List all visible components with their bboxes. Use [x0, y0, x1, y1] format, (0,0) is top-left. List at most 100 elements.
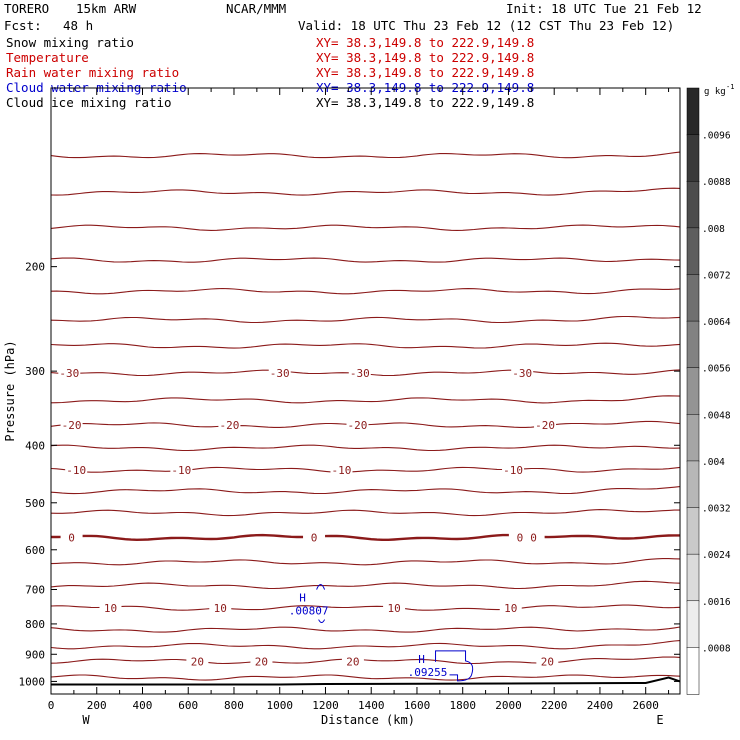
- contour-label: 10: [214, 602, 227, 615]
- cloud-water-max-h: H: [299, 592, 306, 605]
- y-tick-label: 700: [25, 584, 45, 597]
- temperature-contour: [50, 342, 681, 349]
- x-tick-label: 1400: [358, 699, 385, 712]
- colorbar-segment: [686, 367, 700, 416]
- valid-time: Valid: 18 UTC Thu 23 Feb 12 (12 CST Thu …: [298, 18, 675, 33]
- model-resolution: 15km ARW: [76, 1, 137, 16]
- contour-label: 0: [530, 531, 537, 544]
- contour-label: -20: [348, 419, 368, 432]
- contour-label-bg: [341, 655, 364, 668]
- temperature-contour: [50, 444, 681, 452]
- plot-frame: [50, 87, 681, 695]
- contour-label: -30: [512, 367, 532, 380]
- contour-label-bg: [60, 419, 83, 432]
- colorbar-tick-label: .004: [702, 457, 725, 468]
- temperature-contour: [50, 486, 681, 495]
- field-rain-name: Rain water mixing ratio: [6, 65, 180, 80]
- temperature-contour: [50, 257, 681, 263]
- colorbar-segment: [686, 134, 700, 182]
- contour-label: -10: [66, 464, 86, 477]
- colorbar-segment: [686, 553, 700, 602]
- cloud-water-contour: [318, 619, 326, 624]
- x-tick-label: 2000: [495, 699, 522, 712]
- temperature-contour: [50, 315, 681, 324]
- contour-label-bg: [99, 601, 122, 614]
- organization: NCAR/MMM: [226, 1, 287, 16]
- cloud-water-contour: [435, 650, 474, 682]
- contour-label: 10: [104, 602, 117, 615]
- west-label: W: [82, 713, 90, 727]
- contour-label-bg: [348, 366, 371, 379]
- temperature-contour: [50, 674, 681, 681]
- temperature-contour: [50, 466, 681, 473]
- contour-label-bg: [58, 366, 81, 379]
- cloud-water-max-value: .00807: [289, 605, 329, 618]
- contour-label-bg: [209, 601, 232, 614]
- colorbar-unit: g kg: [704, 87, 726, 97]
- colorbar-tick-label: .0088: [702, 177, 731, 188]
- init-time: Init: 18 UTC Tue 21 Feb 12: [506, 1, 702, 16]
- contour-label: -20: [62, 419, 82, 432]
- contour-label-bg: [65, 463, 88, 476]
- field-snow-name: Snow mixing ratio: [6, 35, 134, 50]
- temperature-contour: [50, 558, 681, 566]
- colorbar-tick-label: .0016: [702, 597, 731, 608]
- y-tick-label: 500: [25, 497, 45, 510]
- contour-label-bg: [330, 463, 353, 476]
- contour-label-bg: [303, 531, 326, 544]
- contour-label-bg: [250, 655, 273, 668]
- contour-label: -20: [219, 419, 239, 432]
- temperature-contour: [50, 604, 681, 611]
- colorbar-tick-label: .0072: [702, 270, 731, 281]
- contour-label: 0: [68, 531, 75, 544]
- x-axis-label: Distance (km): [321, 713, 415, 727]
- y-tick-label: 1000: [19, 675, 46, 688]
- colorbar-segment: [686, 507, 700, 555]
- contour-label: -30: [59, 367, 79, 380]
- contour-label-bg: [511, 366, 534, 379]
- terrain-profile: [51, 676, 681, 686]
- temperature-contour: [50, 509, 680, 517]
- contour-label: 0: [311, 531, 318, 544]
- y-tick-label: 200: [25, 261, 45, 274]
- colorbar-tick-label: .0096: [702, 131, 731, 142]
- contour-label: -10: [332, 464, 352, 477]
- cloud-water-max-value: .09255: [408, 666, 448, 679]
- temperature-contour: [50, 224, 681, 231]
- x-tick-label: 2600: [632, 699, 659, 712]
- temperature-contour: [50, 656, 681, 665]
- forecast-value: 48 h: [63, 18, 94, 33]
- x-tick-label: 200: [87, 699, 107, 712]
- contour-label: 0: [517, 531, 524, 544]
- contour-label-bg: [186, 655, 209, 668]
- colorbar-segment: [686, 180, 700, 229]
- x-tick-label: 800: [224, 699, 244, 712]
- field-snow-xy: XY= 38.3,149.8 to 222.9,149.8: [316, 35, 535, 50]
- colorbar-segment: [686, 600, 700, 649]
- contour-label-bg: [170, 463, 193, 476]
- colorbar-segment: [686, 227, 700, 276]
- x-tick-label: 1000: [266, 699, 293, 712]
- contour-label-bg: [383, 601, 406, 614]
- temperature-contour: [50, 187, 681, 196]
- contour-label-bg: [268, 366, 291, 379]
- contour-label-bg: [346, 419, 369, 432]
- x-tick-label: 2400: [587, 699, 614, 712]
- colorbar-tick-label: .0008: [702, 643, 731, 654]
- contour-label: 10: [387, 602, 400, 615]
- colorbar-tick-label: .008: [702, 224, 725, 235]
- contour-label: -10: [503, 464, 523, 477]
- colorbar-segment: [686, 320, 700, 369]
- field-temperature-xy: XY= 38.3,149.8 to 222.9,149.8: [316, 50, 535, 65]
- contour-label: -20: [535, 419, 555, 432]
- temperature-contours: -30 -30 -30 -30-20 -20 -20 -20-10 -10 -10 -100 0 0 0…: [50, 151, 681, 681]
- contour-label: -30: [350, 367, 370, 380]
- temperature-contour: [50, 395, 681, 404]
- y-tick-label: 600: [25, 544, 45, 557]
- terrain-line: [51, 676, 681, 686]
- y-tick-label: 300: [25, 365, 45, 378]
- contour-label-bg: [534, 419, 557, 432]
- colorbar-unit-exponent: -1: [726, 83, 734, 91]
